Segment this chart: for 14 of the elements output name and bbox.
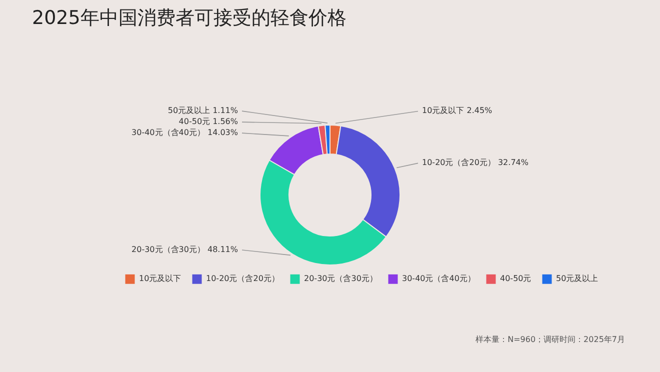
legend-label: 50元及以上: [556, 274, 598, 284]
category-label: 10-20元（含20元） 32.74%: [422, 158, 528, 168]
legend-label: 30-40元（含40元）: [402, 274, 476, 284]
category-label: 30-40元（含40元） 14.03%: [132, 128, 238, 138]
legend-label: 40-50元: [500, 274, 532, 284]
chart-title: 2025年中国消费者可接受的轻食价格: [32, 7, 346, 29]
text: 样本量：N=960；调研时间：2025年7月: [476, 335, 625, 344]
legend-label: 10元及以下: [139, 274, 182, 284]
category-label: 10元及以下 2.45%: [422, 106, 492, 116]
legend-label: 20-30元（含30元）: [304, 274, 378, 284]
category-label: 40-50元 1.56%: [178, 117, 238, 126]
category-label: 50元及以上 1.11%: [168, 106, 238, 116]
legend-label: 10-20元（含20元）: [206, 274, 280, 284]
category-label: 20-30元（含30元） 48.11%: [132, 245, 238, 254]
